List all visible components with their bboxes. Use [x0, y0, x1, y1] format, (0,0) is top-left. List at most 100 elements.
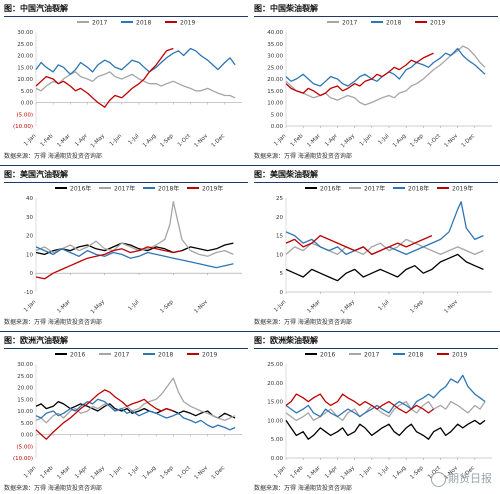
legend-label: 2018年	[158, 185, 179, 193]
x-tick-label: 1-Feb	[290, 133, 305, 148]
series-line-2016	[285, 253, 484, 282]
legend-label: 2019	[202, 352, 217, 359]
x-tick-label: 1-Aug	[142, 133, 158, 148]
y-tick-label: (5.00)	[16, 112, 33, 118]
series-line-2019	[35, 246, 183, 280]
chart-title: 图：中国汽油裂解	[4, 2, 248, 17]
y-tick-label: 40	[26, 196, 33, 202]
x-tick-label: 1-May	[90, 465, 107, 480]
series-line-2018	[35, 398, 236, 431]
y-tick-label: 10.00	[267, 101, 283, 107]
y-tick-label: (10.00)	[13, 456, 33, 462]
chart-source: 数据来源：万得 海通期货投资咨询部	[4, 153, 102, 160]
x-tick-label: 1-Aug	[392, 465, 408, 480]
legend-label: 2018	[136, 20, 151, 27]
legend-label: 2017	[92, 20, 107, 27]
x-tick-label: 1-Apr	[74, 465, 89, 480]
legend-label: 2017年	[114, 185, 135, 193]
x-tick-label: 1-Jan	[23, 299, 38, 314]
legend-label: 2019	[430, 20, 445, 27]
x-tick-label: 1-Mar	[56, 133, 72, 148]
chart-svg: 2017 2018 2019 40.00 35.00 30.00 25.00 20.00 15.…	[267, 20, 492, 148]
y-tick-label: 10.00	[17, 409, 33, 415]
y-tick-label: 0.00	[271, 124, 284, 130]
series-line-2017	[35, 377, 236, 424]
x-tick-label: 1-May	[340, 133, 357, 148]
y-tick-label: 10.00	[267, 418, 283, 424]
y-tick-label: 5.00	[271, 437, 284, 443]
y-tick-label: 25	[276, 196, 283, 202]
chart-title: 图：欧洲汽油裂解	[4, 334, 248, 349]
y-tick-label: 15.00	[17, 397, 33, 403]
legend-label: 2017	[114, 352, 129, 359]
x-tick-label: 1-Jun	[359, 133, 374, 148]
legend-label: 2016年	[70, 185, 91, 193]
chart-title: 图：欧洲柴油裂解	[254, 334, 498, 349]
chart-panel-china-gasoline: 图：中国汽油裂解 2017 2018 2019 30.00 25.00 20.00 15.0…	[2, 2, 248, 162]
chart-title: 图：美国汽油裂解	[4, 168, 248, 183]
x-tick-label: 1-Aug	[142, 465, 158, 480]
x-tick-label: 1-May	[90, 133, 107, 148]
y-tick-label: 15.00	[267, 89, 283, 95]
chart-svg: 2016 2017 2018 2019 30.00 25.00 20.00 15.00 10.0…	[13, 352, 242, 480]
y-tick-label: 20	[276, 215, 283, 221]
series-line-2018	[285, 374, 486, 418]
row-divider	[0, 165, 500, 166]
x-tick-label: 1-Jul	[127, 133, 140, 146]
x-tick-label: 1-Nov	[193, 465, 209, 480]
series-line-2016	[35, 400, 236, 419]
y-tick-label: (10.00)	[13, 124, 33, 130]
y-tick-label: (5.00)	[16, 444, 33, 450]
series-line-2019	[285, 393, 434, 414]
legend-label: 2016年	[320, 185, 341, 193]
x-tick-label: 1-Sep	[159, 133, 175, 148]
legend-label: 2018	[408, 352, 423, 359]
x-tick-label: 1-Apr	[324, 465, 339, 480]
x-tick-label: 1-Apr	[74, 133, 89, 148]
x-tick-label: 1-Jul	[377, 465, 390, 478]
x-tick-label: 1-Jun	[109, 465, 124, 480]
y-tick-label: 25.00	[17, 42, 33, 48]
series-line-2018	[35, 246, 234, 269]
y-tick-label: 5	[280, 271, 284, 277]
y-tick-label: 40.00	[267, 30, 283, 36]
legend-label: 2019年	[452, 185, 473, 193]
x-tick-label: 1-Jul	[377, 133, 390, 146]
x-tick-label: 1-Dec	[461, 133, 477, 148]
x-tick-label: 1-Nov	[443, 299, 459, 314]
x-tick-label: 1-Jan	[23, 465, 38, 480]
x-tick-label: 1-Oct	[177, 133, 193, 148]
y-tick-label: 10.00	[17, 77, 33, 83]
y-tick-label: 25.00	[267, 65, 283, 71]
x-tick-label: 1-Aug	[392, 133, 408, 148]
y-tick-label: 35.00	[267, 42, 283, 48]
x-tick-label: 1-Oct	[427, 133, 443, 148]
y-tick-label: 10	[276, 252, 283, 258]
y-tick-label: 20.00	[17, 386, 33, 392]
y-tick-label: 10	[26, 252, 33, 258]
x-tick-label: 1-Mar	[306, 133, 322, 148]
series-line-2017	[35, 201, 234, 257]
y-tick-label: 30.00	[17, 362, 33, 368]
watermark-text: 期货日报	[448, 472, 492, 485]
legend-label: 2017年	[364, 185, 385, 193]
chart-panel-us-gasoline: 图：美国汽油裂解 2016年 2017年 2018年 2019年 40 30 20 10 0 -1…	[2, 168, 248, 328]
y-tick-label: 15.00	[267, 400, 283, 406]
x-tick-label: 1-Jul	[127, 465, 140, 478]
legend-label: 2018年	[408, 185, 429, 193]
x-tick-label: 1-Sep	[409, 299, 425, 314]
x-tick-label: 1-Feb	[40, 133, 55, 148]
chart-source: 数据来源：万得 海通期货投资咨询部	[254, 319, 352, 326]
y-tick-label: 20.00	[267, 77, 283, 83]
chart-source: 数据来源：万得 海通期货投资咨询部	[4, 485, 102, 492]
x-tick-label: 1-May	[340, 465, 357, 480]
x-tick-label: 1-Jun	[109, 133, 124, 148]
chart-panel-china-diesel: 图：中国柴油裂解 2017 2018 2019 40.00 35.00 30.00 25.0…	[252, 2, 498, 162]
chart-title: 图：中国柴油裂解	[254, 2, 498, 17]
series-line-2017	[285, 238, 484, 256]
x-tick-label: 1-Sep	[159, 299, 175, 314]
y-tick-label: 0.00	[271, 456, 284, 462]
x-tick-label: 1-Apr	[324, 133, 339, 148]
legend-label: 2017	[342, 20, 357, 27]
x-tick-label: 1-Jan	[23, 133, 38, 148]
